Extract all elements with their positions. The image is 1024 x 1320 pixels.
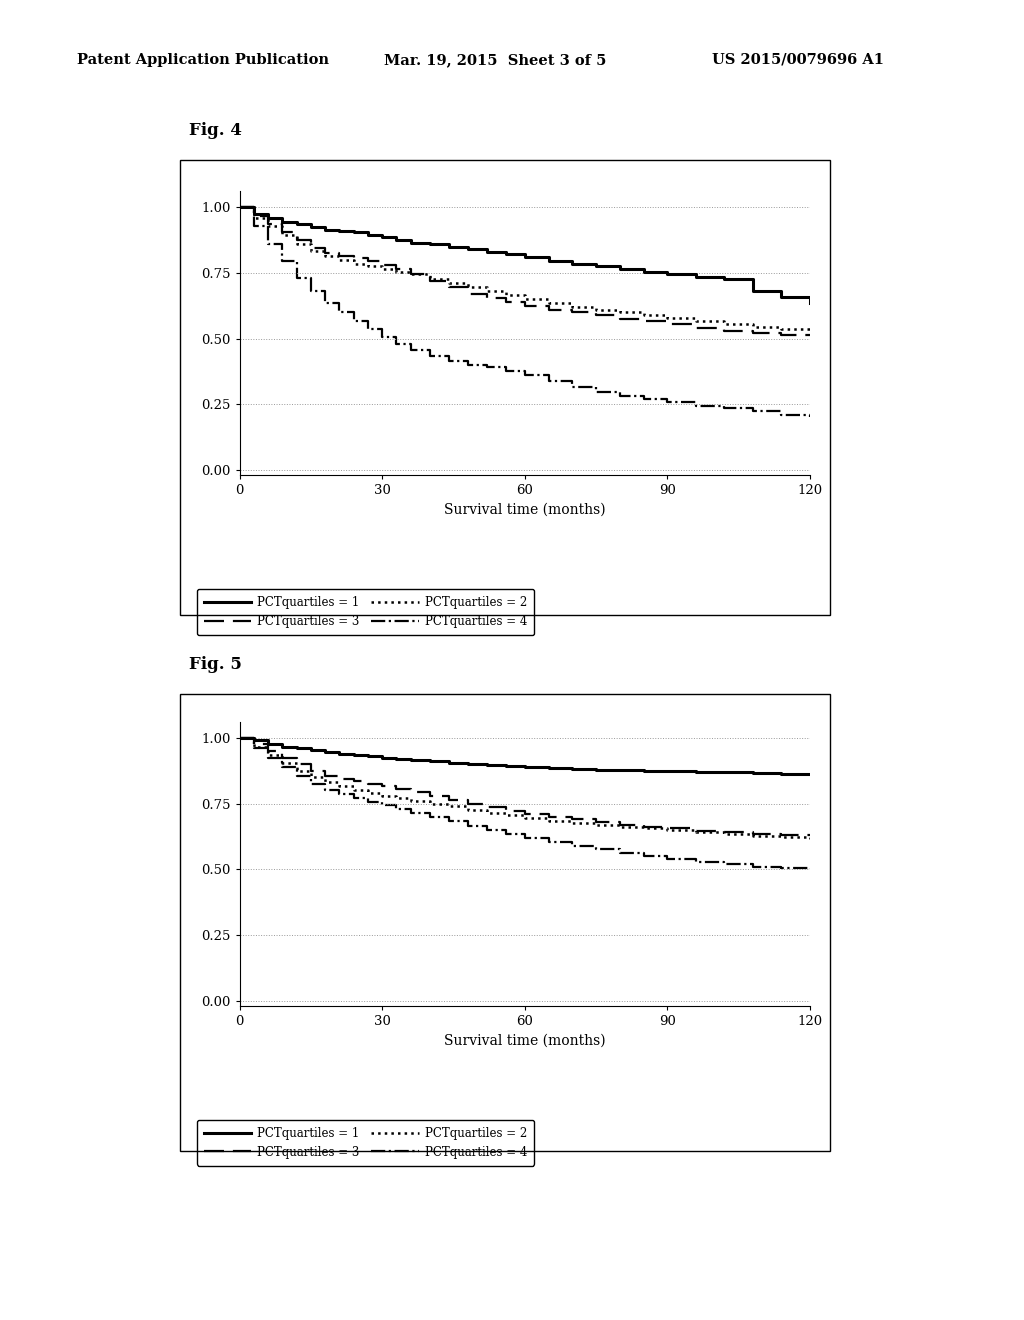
Legend: PCTquartiles = 1, PCTquartiles = 3, PCTquartiles = 2, PCTquartiles = 4: PCTquartiles = 1, PCTquartiles = 3, PCTq… <box>197 589 534 635</box>
Text: US 2015/0079696 A1: US 2015/0079696 A1 <box>712 53 884 67</box>
X-axis label: Survival time (months): Survival time (months) <box>444 1034 605 1048</box>
Text: Mar. 19, 2015  Sheet 3 of 5: Mar. 19, 2015 Sheet 3 of 5 <box>384 53 606 67</box>
Text: Fig. 4: Fig. 4 <box>189 121 243 139</box>
Text: Patent Application Publication: Patent Application Publication <box>77 53 329 67</box>
X-axis label: Survival time (months): Survival time (months) <box>444 503 605 517</box>
Legend: PCTquartiles = 1, PCTquartiles = 3, PCTquartiles = 2, PCTquartiles = 4: PCTquartiles = 1, PCTquartiles = 3, PCTq… <box>197 1119 534 1166</box>
Text: Fig. 5: Fig. 5 <box>189 656 243 673</box>
